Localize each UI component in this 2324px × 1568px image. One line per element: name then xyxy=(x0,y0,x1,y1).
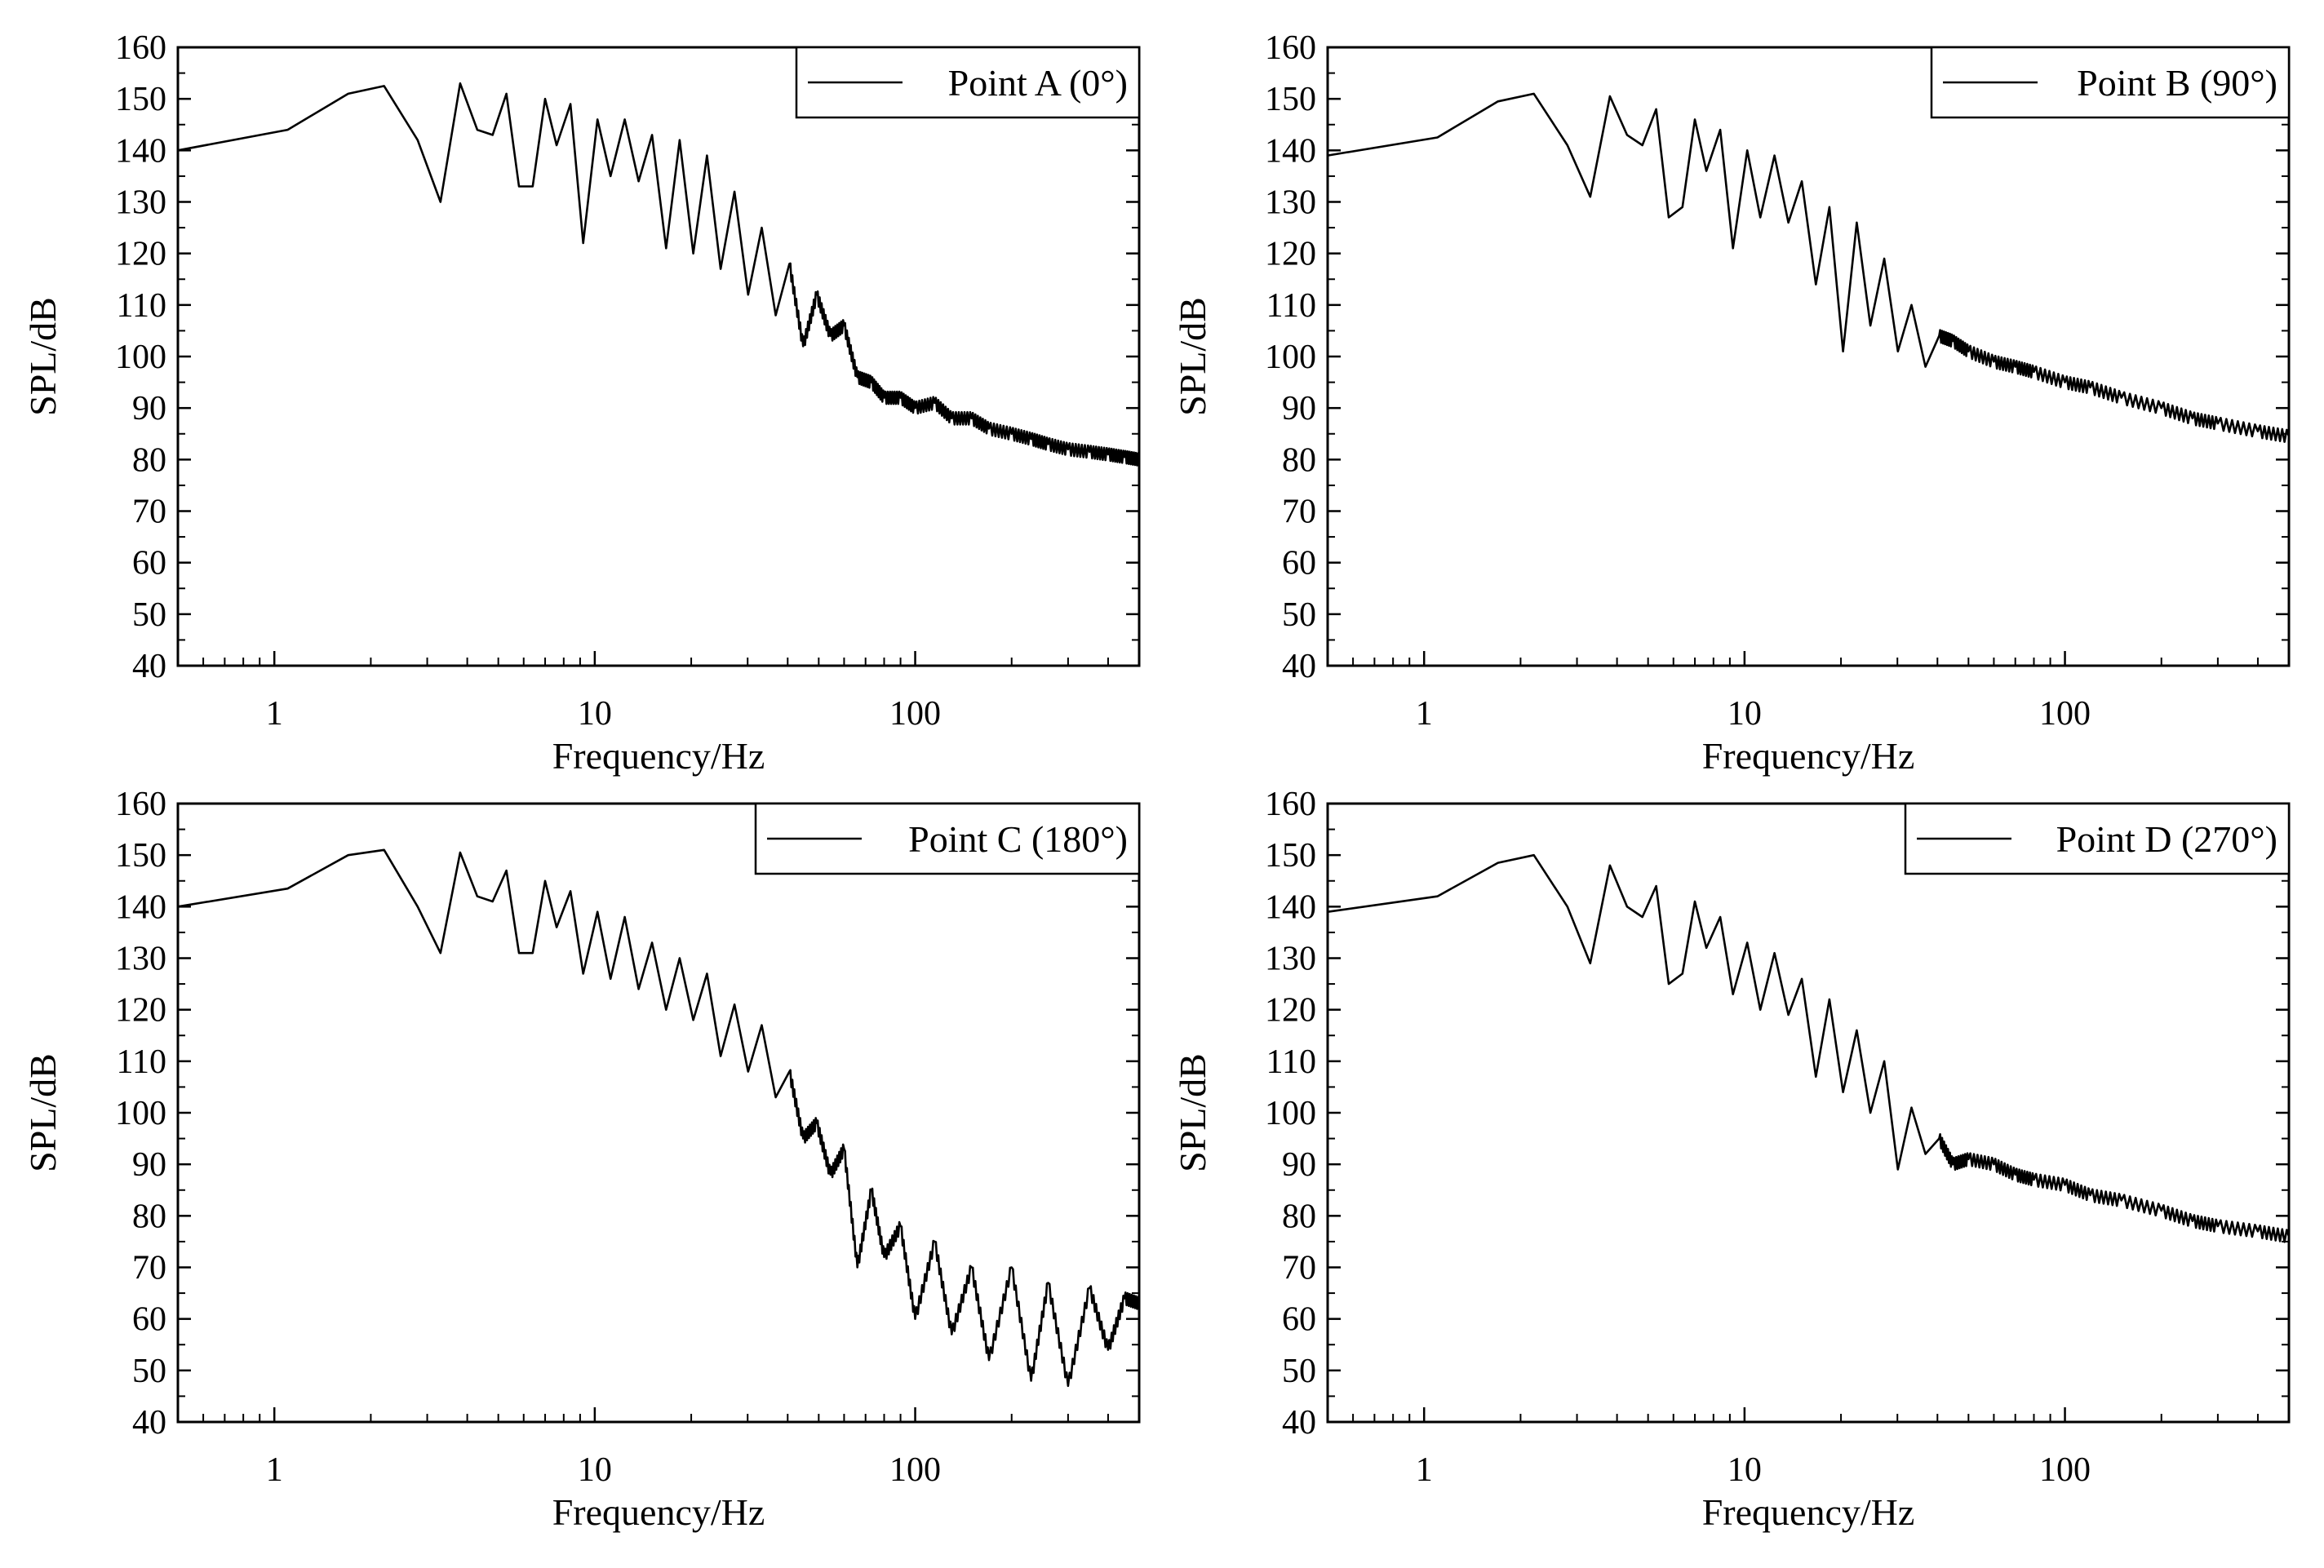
legend-label: Point B (90°) xyxy=(2077,62,2277,104)
y-tick-label: 50 xyxy=(1282,596,1316,634)
legend-label: Point D (270°) xyxy=(2056,818,2277,860)
x-tick-label: 1 xyxy=(1416,1451,1433,1489)
x-axis-title: Frequency/Hz xyxy=(552,735,765,777)
x-tick-label: 10 xyxy=(578,695,612,733)
y-tick-label: 100 xyxy=(115,1095,166,1132)
y-tick-label: 100 xyxy=(1265,339,1316,376)
y-tick-label: 90 xyxy=(1282,1146,1316,1184)
y-tick-label: 80 xyxy=(1282,441,1316,479)
y-tick-label: 130 xyxy=(115,941,166,978)
x-tick-label: 10 xyxy=(1727,695,1762,733)
y-tick-label: 70 xyxy=(1282,494,1316,531)
y-tick-label: 80 xyxy=(132,1198,166,1235)
x-tick-label: 10 xyxy=(1727,1451,1762,1489)
series-line xyxy=(1327,853,2291,1243)
x-tick-label: 1 xyxy=(266,1451,283,1489)
y-tick-label: 70 xyxy=(1282,1250,1316,1287)
plot-frame xyxy=(176,46,1141,667)
y-tick-label: 160 xyxy=(1265,29,1316,67)
y-tick-label: 70 xyxy=(132,494,166,531)
y-axis-title: SPL/dB xyxy=(22,1053,64,1172)
y-tick-label: 80 xyxy=(132,441,166,479)
y-tick-label: 160 xyxy=(115,29,166,67)
series-line xyxy=(1327,92,2291,443)
y-tick-label: 140 xyxy=(115,132,166,170)
y-tick-label: 110 xyxy=(1266,287,1316,325)
legend-label: Point C (180°) xyxy=(908,818,1128,860)
y-tick-label: 50 xyxy=(132,596,166,634)
plot-frame xyxy=(1326,802,2291,1424)
y-tick-label: 150 xyxy=(1265,837,1316,875)
y-tick-label: 40 xyxy=(132,648,166,685)
x-tick-label: 1 xyxy=(1416,695,1433,733)
y-tick-label: 120 xyxy=(115,236,166,273)
y-tick-label: 120 xyxy=(115,992,166,1030)
y-tick-label: 130 xyxy=(1265,184,1316,222)
y-tick-label: 90 xyxy=(132,1146,166,1184)
legend-label: Point A (0°) xyxy=(948,62,1128,104)
series-line xyxy=(177,82,1141,467)
y-tick-label: 60 xyxy=(132,545,166,582)
y-tick-label: 90 xyxy=(132,390,166,427)
x-axis-title: Frequency/Hz xyxy=(552,1491,765,1533)
y-tick-label: 60 xyxy=(1282,1301,1316,1339)
x-axis-title: Frequency/Hz xyxy=(1702,735,1915,777)
y-tick-label: 40 xyxy=(132,1404,166,1442)
y-tick-label: 160 xyxy=(115,786,166,823)
x-tick-label: 100 xyxy=(2039,1451,2091,1489)
y-axis-title: SPL/dB xyxy=(22,297,64,416)
y-axis-title: SPL/dB xyxy=(1172,1053,1213,1172)
y-tick-label: 60 xyxy=(132,1301,166,1339)
y-tick-label: 150 xyxy=(115,837,166,875)
y-tick-label: 60 xyxy=(1282,545,1316,582)
x-tick-label: 1 xyxy=(266,695,283,733)
y-tick-label: 80 xyxy=(1282,1198,1316,1235)
y-tick-label: 130 xyxy=(115,184,166,222)
y-tick-label: 150 xyxy=(115,81,166,118)
y-tick-label: 40 xyxy=(1282,648,1316,685)
plot-frame xyxy=(176,802,1141,1424)
y-tick-label: 120 xyxy=(1265,236,1316,273)
x-axis-title: Frequency/Hz xyxy=(1702,1491,1915,1533)
y-tick-label: 140 xyxy=(1265,132,1316,170)
y-tick-label: 100 xyxy=(1265,1095,1316,1132)
y-tick-label: 90 xyxy=(1282,390,1316,427)
y-tick-label: 100 xyxy=(115,339,166,376)
x-tick-label: 100 xyxy=(889,1451,941,1489)
y-tick-label: 160 xyxy=(1265,786,1316,823)
legend-box xyxy=(1930,46,2291,119)
y-tick-label: 140 xyxy=(1265,888,1316,926)
y-tick-label: 150 xyxy=(1265,81,1316,118)
plot-frame xyxy=(1326,46,2291,667)
x-tick-label: 100 xyxy=(889,695,941,733)
y-tick-label: 120 xyxy=(1265,992,1316,1030)
x-tick-label: 10 xyxy=(578,1451,612,1489)
y-tick-label: 50 xyxy=(132,1353,166,1390)
y-tick-label: 140 xyxy=(115,888,166,926)
x-tick-label: 100 xyxy=(2039,695,2091,733)
y-axis-title: SPL/dB xyxy=(1172,297,1213,416)
y-tick-label: 50 xyxy=(1282,1353,1316,1390)
y-tick-label: 130 xyxy=(1265,941,1316,978)
series-line xyxy=(177,848,1141,1388)
y-tick-label: 40 xyxy=(1282,1404,1316,1442)
y-tick-label: 110 xyxy=(1266,1043,1316,1081)
y-tick-label: 70 xyxy=(132,1250,166,1287)
y-tick-label: 110 xyxy=(117,287,166,325)
y-tick-label: 110 xyxy=(117,1043,166,1081)
